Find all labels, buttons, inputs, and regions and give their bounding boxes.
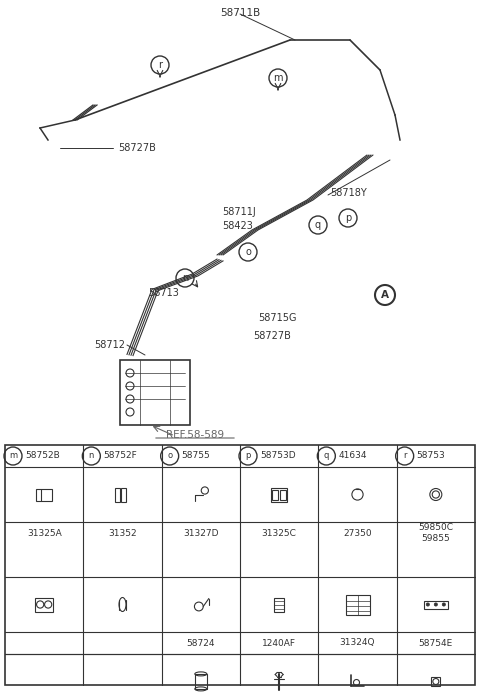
Text: n: n bbox=[182, 273, 188, 283]
Bar bbox=[195, 674, 207, 689]
Text: r: r bbox=[158, 60, 162, 70]
Bar bbox=[5, 445, 475, 685]
Text: 58727B: 58727B bbox=[118, 143, 156, 153]
Bar bbox=[271, 487, 287, 502]
Text: 58715G: 58715G bbox=[258, 313, 297, 323]
Text: 58755: 58755 bbox=[181, 452, 210, 461]
Bar bbox=[346, 595, 370, 615]
Text: 58724: 58724 bbox=[187, 638, 215, 647]
Text: o: o bbox=[245, 247, 251, 257]
Text: 58713: 58713 bbox=[148, 288, 179, 298]
Bar bbox=[272, 489, 278, 500]
Bar bbox=[115, 487, 120, 502]
Text: q: q bbox=[324, 452, 329, 461]
Bar bbox=[36, 489, 52, 500]
Text: 31327D: 31327D bbox=[183, 529, 218, 538]
Text: 31324Q: 31324Q bbox=[340, 638, 375, 647]
Text: 1240AF: 1240AF bbox=[262, 638, 296, 647]
Text: 58753D: 58753D bbox=[260, 452, 296, 461]
Bar bbox=[274, 597, 284, 611]
Text: 59850C
59855: 59850C 59855 bbox=[419, 523, 453, 543]
Text: n: n bbox=[89, 452, 94, 461]
Text: 41634: 41634 bbox=[338, 452, 367, 461]
Text: r: r bbox=[403, 452, 407, 461]
Bar bbox=[35, 597, 53, 611]
Text: 58753: 58753 bbox=[417, 452, 445, 461]
Text: m: m bbox=[9, 452, 17, 461]
Text: 58752B: 58752B bbox=[25, 452, 60, 461]
Text: 31352: 31352 bbox=[108, 529, 137, 538]
Text: o: o bbox=[167, 452, 172, 461]
Bar bbox=[280, 489, 286, 500]
Text: 31325C: 31325C bbox=[262, 529, 297, 538]
Text: 31325A: 31325A bbox=[27, 529, 61, 538]
Text: m: m bbox=[273, 73, 283, 83]
Circle shape bbox=[426, 603, 430, 606]
Text: 58754E: 58754E bbox=[419, 638, 453, 647]
Text: 27350: 27350 bbox=[343, 529, 372, 538]
Text: A: A bbox=[381, 290, 389, 300]
Text: 58712: 58712 bbox=[94, 340, 125, 350]
Text: p: p bbox=[345, 213, 351, 223]
Text: 58752F: 58752F bbox=[103, 452, 137, 461]
Text: 58711J: 58711J bbox=[222, 207, 256, 217]
Text: q: q bbox=[315, 220, 321, 230]
Circle shape bbox=[442, 603, 445, 606]
Bar bbox=[432, 677, 440, 686]
Text: REF.58-589: REF.58-589 bbox=[166, 430, 224, 440]
Text: 58423: 58423 bbox=[222, 221, 253, 231]
Bar bbox=[120, 487, 126, 502]
Text: p: p bbox=[245, 452, 251, 461]
Bar bbox=[424, 601, 448, 608]
Text: 58718Y: 58718Y bbox=[330, 188, 367, 198]
Circle shape bbox=[434, 603, 437, 606]
Text: 58727B: 58727B bbox=[253, 331, 291, 341]
Text: 58711B: 58711B bbox=[220, 8, 260, 18]
